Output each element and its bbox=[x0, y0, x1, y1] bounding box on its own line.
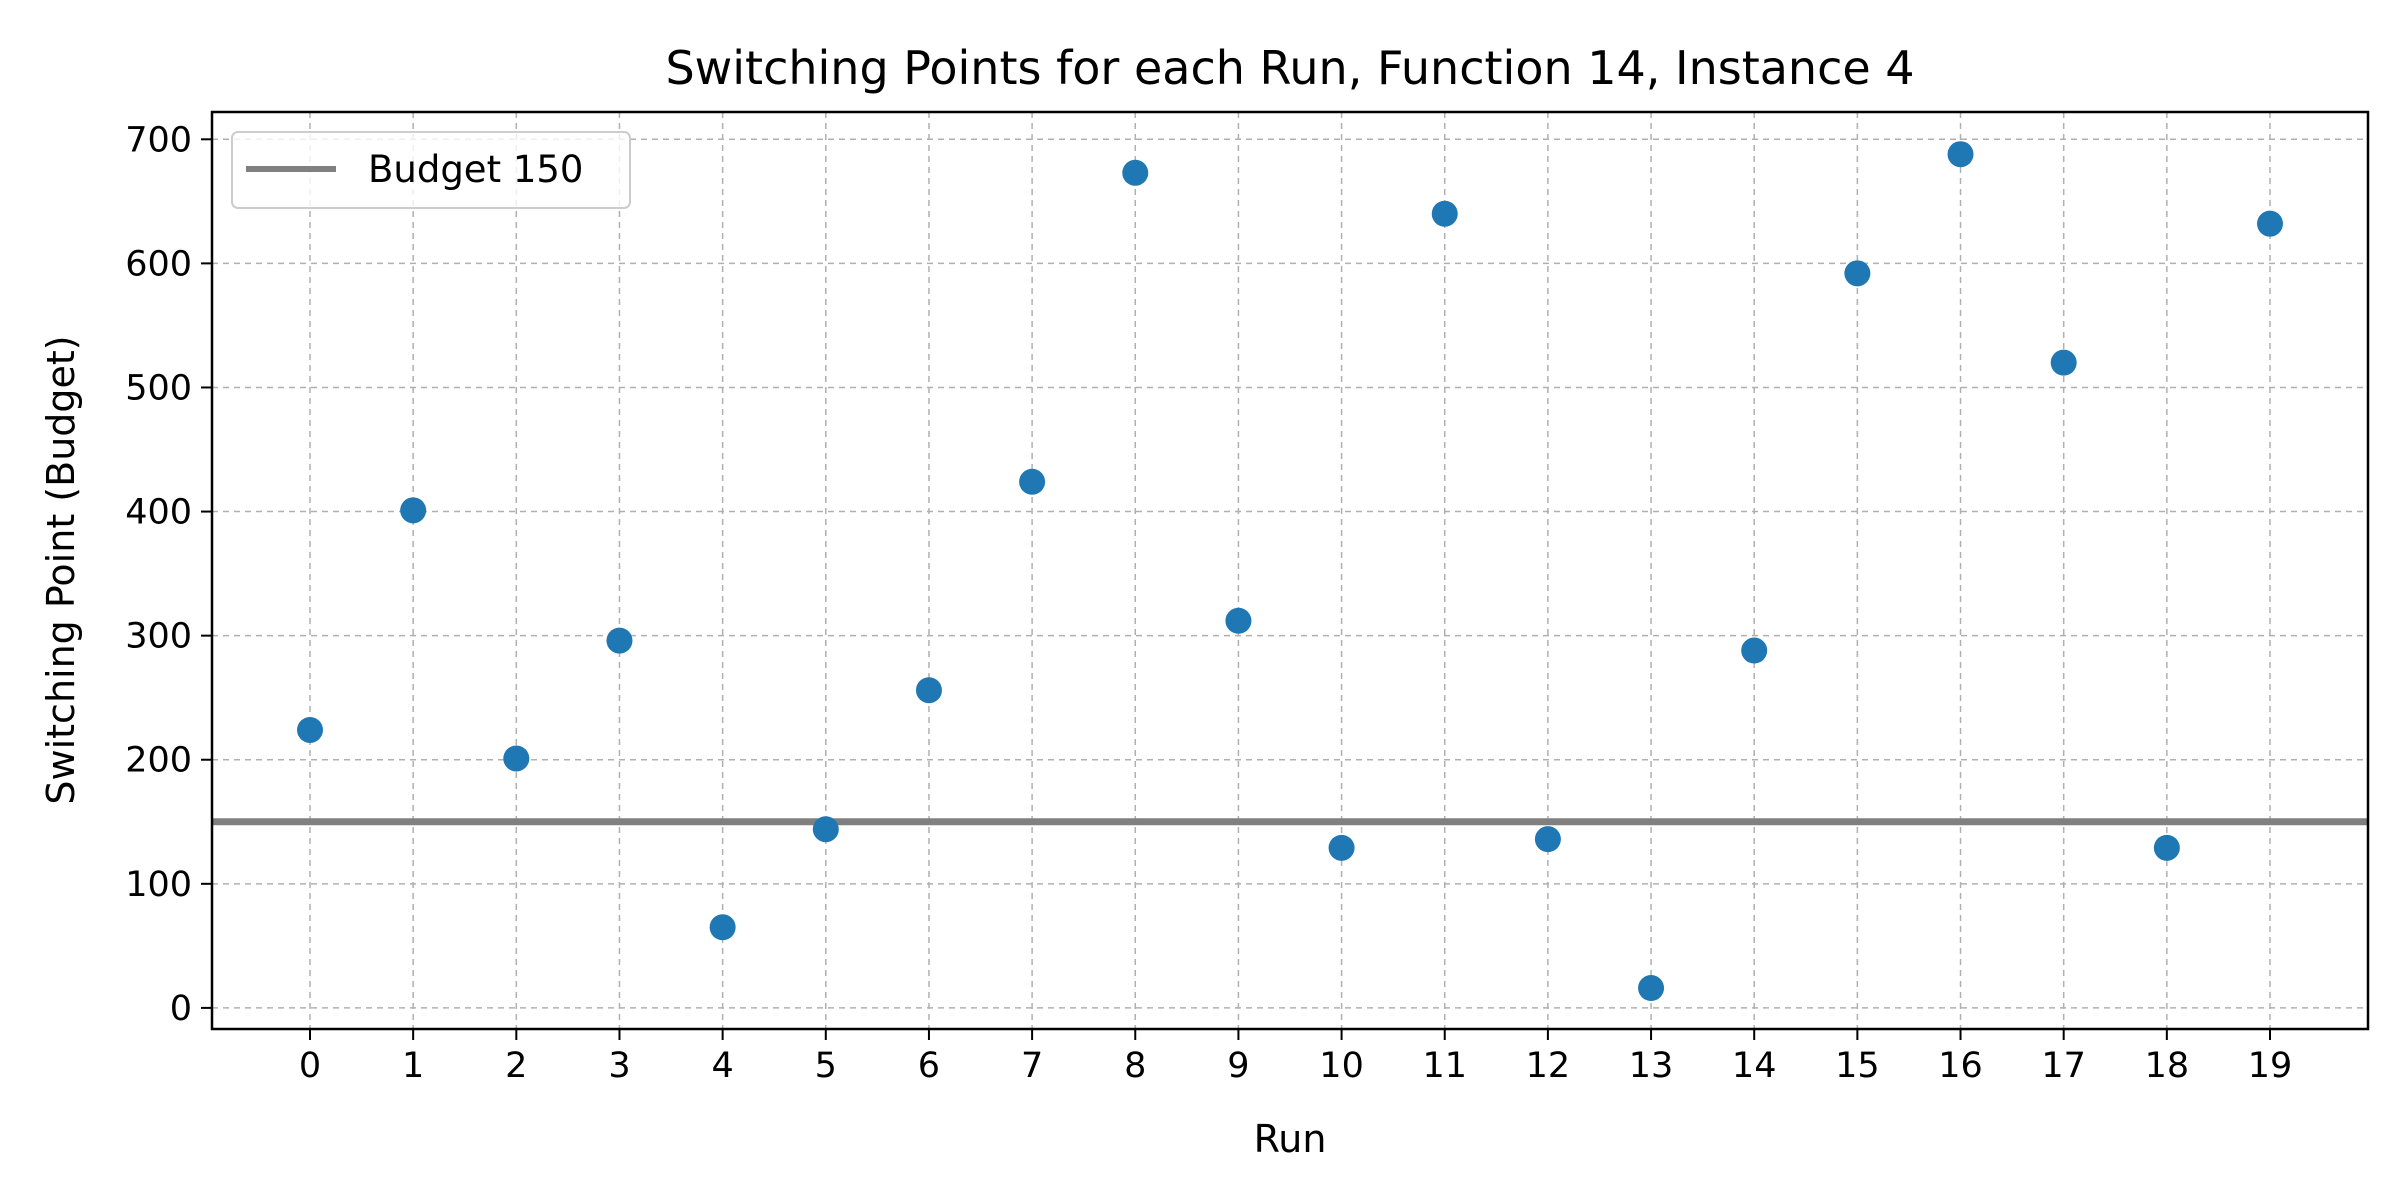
scatter-point bbox=[915, 677, 942, 704]
y-axis: 0 100 200 300 400 500 600 700 bbox=[125, 120, 212, 1029]
y-tick-label: 600 bbox=[125, 244, 192, 284]
x-tick-label: 6 bbox=[918, 1046, 940, 1086]
x-tick-label: 16 bbox=[1938, 1046, 1983, 1086]
scatter-point bbox=[2153, 834, 2180, 861]
x-tick-label: 4 bbox=[711, 1046, 733, 1086]
grid bbox=[212, 112, 2368, 1029]
scatter-point bbox=[812, 816, 839, 843]
scatter-point bbox=[1844, 260, 1871, 287]
x-axis: 0 1 2 3 4 5 6 7 8 9 10 11 12 13 14 15 16 17 18 19 bbox=[299, 1029, 2292, 1086]
legend-label: Budget 150 bbox=[368, 148, 583, 191]
x-tick-label: 18 bbox=[2145, 1046, 2190, 1086]
scatter-point bbox=[606, 627, 633, 654]
y-tick-label: 700 bbox=[125, 120, 192, 160]
x-tick-label: 10 bbox=[1319, 1046, 1364, 1086]
x-tick-label: 8 bbox=[1124, 1046, 1146, 1086]
scatter-point bbox=[503, 745, 530, 772]
x-tick-label: 11 bbox=[1422, 1046, 1467, 1086]
x-tick-label: 19 bbox=[2248, 1046, 2293, 1086]
scatter-points bbox=[297, 141, 2283, 1002]
scatter-point bbox=[1328, 834, 1355, 861]
scatter-point bbox=[400, 497, 427, 524]
y-axis-label: Switching Point (Budget) bbox=[39, 335, 83, 804]
scatter-point bbox=[1534, 826, 1561, 853]
x-tick-label: 15 bbox=[1835, 1046, 1880, 1086]
scatter-point bbox=[1019, 468, 1046, 495]
x-tick-label: 5 bbox=[815, 1046, 837, 1086]
x-tick-label: 12 bbox=[1526, 1046, 1571, 1086]
x-tick-label: 13 bbox=[1629, 1046, 1674, 1086]
scatter-point bbox=[1122, 159, 1149, 186]
x-tick-label: 17 bbox=[2041, 1046, 2086, 1086]
scatter-point bbox=[709, 914, 736, 941]
x-axis-label: Run bbox=[1254, 1117, 1327, 1161]
scatter-point bbox=[1225, 607, 1252, 634]
y-tick-label: 0 bbox=[170, 989, 192, 1029]
x-tick-label: 3 bbox=[608, 1046, 630, 1086]
chart-title: Switching Points for each Run, Function … bbox=[665, 41, 1914, 95]
x-tick-label: 9 bbox=[1227, 1046, 1249, 1086]
scatter-point bbox=[1638, 975, 1665, 1002]
x-tick-label: 1 bbox=[402, 1046, 424, 1086]
scatter-point bbox=[1947, 141, 1974, 168]
scatter-point bbox=[1431, 200, 1458, 227]
y-tick-label: 100 bbox=[125, 865, 192, 905]
plot-frame bbox=[210, 110, 2370, 1031]
legend: Budget 150 bbox=[231, 131, 631, 209]
y-tick-label: 500 bbox=[125, 368, 192, 408]
y-tick-label: 400 bbox=[125, 493, 192, 533]
x-tick-label: 14 bbox=[1732, 1046, 1777, 1086]
y-tick-label: 300 bbox=[125, 617, 192, 657]
x-tick-label: 0 bbox=[299, 1046, 321, 1086]
x-tick-label: 7 bbox=[1021, 1046, 1043, 1086]
scatter-point bbox=[297, 716, 323, 743]
x-tick-label: 2 bbox=[505, 1046, 527, 1086]
y-tick-label: 200 bbox=[125, 741, 192, 781]
scatter-point bbox=[1741, 637, 1768, 664]
legend-box bbox=[231, 131, 631, 209]
scatter-point bbox=[2050, 349, 2077, 376]
scatter-point bbox=[2257, 210, 2283, 237]
